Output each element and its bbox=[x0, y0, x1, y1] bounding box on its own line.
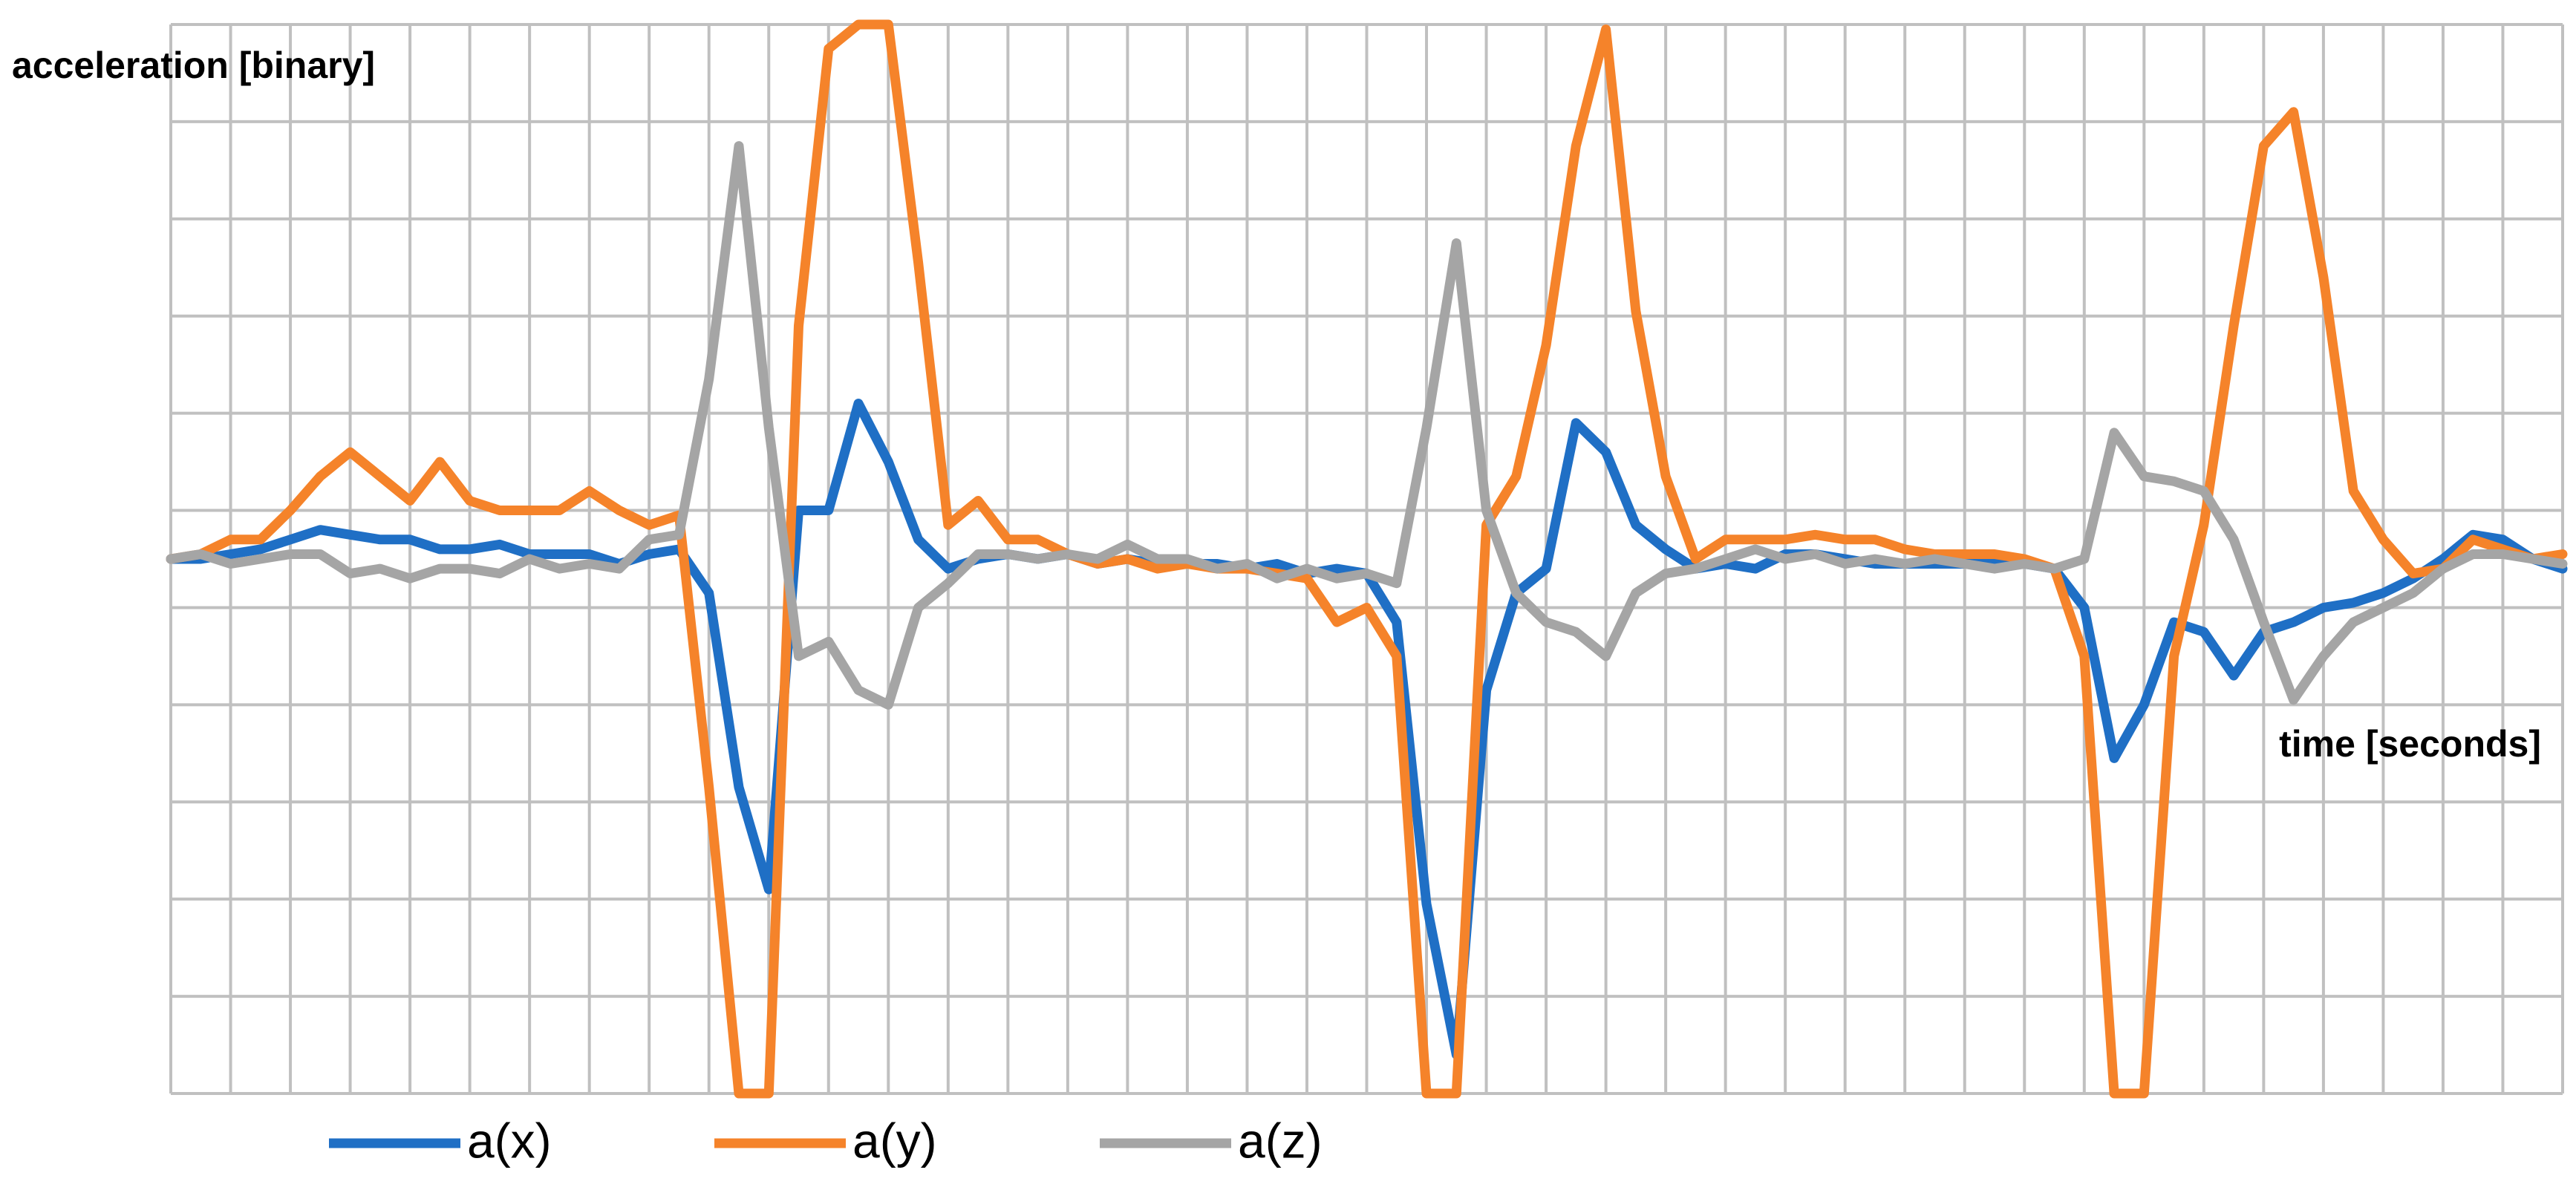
legend-label: a(y) bbox=[852, 1113, 937, 1168]
plot-lines bbox=[166, 19, 2568, 1099]
x-axis-title: time [seconds] bbox=[2279, 723, 2541, 765]
legend: a(x) a(y) a(z) bbox=[329, 1113, 1323, 1168]
legend-label: a(x) bbox=[467, 1113, 552, 1168]
legend-label: a(z) bbox=[1238, 1113, 1323, 1168]
y-axis-title: acceleration [binary] bbox=[12, 45, 375, 86]
grid bbox=[169, 23, 2564, 1095]
series-line bbox=[166, 141, 2568, 710]
series-line bbox=[166, 19, 2568, 1099]
